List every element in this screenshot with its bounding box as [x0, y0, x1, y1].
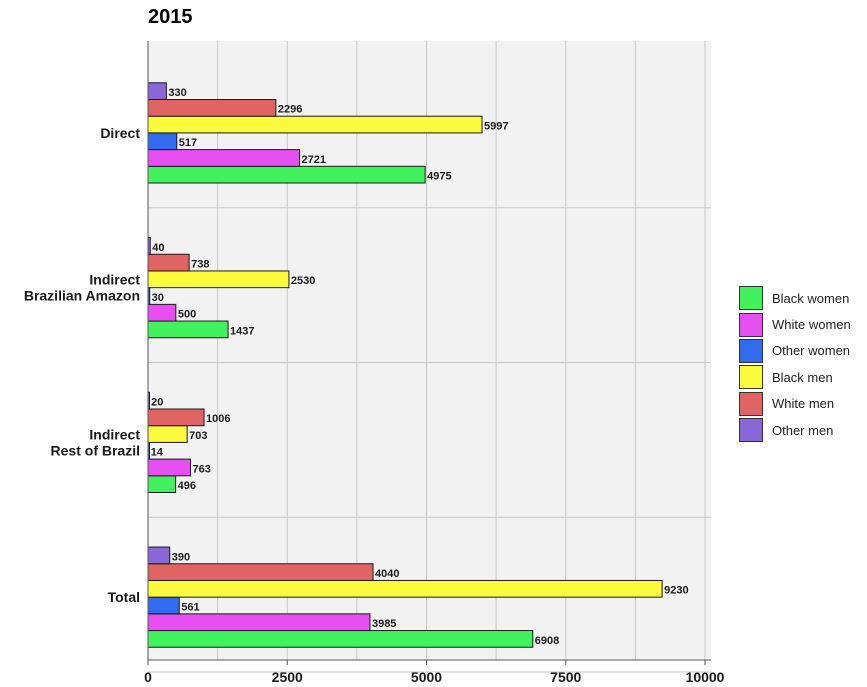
bar-value-label: 1006 — [206, 413, 230, 425]
bar — [147, 546, 171, 565]
bar-value-label: 3985 — [372, 618, 396, 630]
legend-label: Black women — [772, 290, 850, 306]
legend-swatch — [739, 312, 763, 337]
legend: Black women White women Other women Black m… — [739, 285, 851, 443]
plot-area — [148, 41, 711, 660]
legend-label: White men — [772, 396, 835, 412]
bar-value-label: 763 — [192, 463, 210, 475]
bar-value-label: 703 — [189, 430, 207, 442]
bar — [147, 408, 205, 427]
legend-swatch — [739, 338, 763, 363]
legend-item: White women — [739, 311, 851, 337]
bar-value-label: 4040 — [375, 568, 399, 580]
category-label: Indirect — [89, 426, 140, 442]
category-label: Total — [108, 589, 140, 605]
bar-value-label: 6908 — [535, 635, 559, 647]
x-tick-label: 2500 — [272, 669, 303, 685]
legend-item: Other men — [739, 417, 851, 443]
bar-value-label: 390 — [172, 551, 190, 563]
bar — [147, 475, 177, 493]
bar-value-label: 2296 — [278, 104, 302, 116]
bar — [147, 132, 178, 151]
bar-value-label: 738 — [191, 258, 209, 270]
legend-item: White men — [739, 391, 851, 417]
bar — [147, 563, 374, 581]
bar — [147, 579, 663, 598]
bar-value-label: 40 — [152, 242, 164, 254]
bar — [147, 99, 277, 117]
chart-title: 2015 — [148, 6, 193, 28]
category-label: Rest of Brazil — [51, 442, 140, 458]
legend-swatch — [739, 418, 763, 443]
legend-swatch — [739, 391, 763, 416]
legend-label: Other women — [772, 343, 851, 359]
bar-value-label: 330 — [168, 87, 186, 99]
legend-item: Black men — [739, 364, 851, 390]
legend-swatch — [739, 286, 763, 311]
bar-value-label: 1437 — [230, 325, 254, 337]
bar-value-label: 30 — [152, 292, 164, 304]
legend-swatch — [739, 365, 763, 390]
bar — [147, 596, 180, 615]
bar — [147, 458, 191, 477]
x-tick-label: 7500 — [550, 669, 581, 685]
bar — [147, 82, 167, 101]
category-label: Brazilian Amazon — [24, 288, 140, 304]
bar-value-label: 4975 — [427, 171, 451, 183]
legend-label: Black men — [772, 369, 833, 385]
bar-value-label: 9230 — [664, 585, 688, 597]
x-tick-label: 10000 — [686, 669, 725, 685]
x-tick-label: 5000 — [411, 669, 442, 685]
bar — [147, 270, 290, 289]
legend-item: Other women — [739, 338, 851, 364]
bar-value-label: 20 — [151, 397, 163, 409]
bar — [147, 165, 426, 184]
x-tick-label: 0 — [144, 669, 152, 685]
bar — [147, 303, 177, 322]
legend-label: Other men — [772, 422, 834, 438]
bar-value-label: 5997 — [484, 120, 508, 132]
bar — [147, 630, 534, 648]
bar-value-label: 2530 — [291, 275, 315, 287]
bar — [147, 115, 483, 134]
bar-value-label: 14 — [151, 447, 164, 459]
category-label: Direct — [100, 125, 140, 141]
legend-item: Black women — [739, 285, 851, 311]
bar — [147, 320, 229, 339]
bars: 4975 2721 517 5997 2296 330 1437 500 30 2530 738 40… — [147, 82, 689, 648]
bar — [147, 613, 371, 632]
bar-value-label: 517 — [179, 137, 197, 149]
grid-lines — [148, 41, 711, 673]
bar-value-label: 500 — [178, 309, 196, 321]
bar — [147, 253, 190, 272]
bar-value-label: 496 — [178, 480, 196, 492]
bar-value-label: 561 — [181, 601, 199, 613]
category-label: Indirect — [89, 272, 140, 288]
bar — [147, 425, 188, 443]
bar — [147, 149, 301, 167]
legend-label: White women — [772, 317, 851, 333]
bar-value-label: 2721 — [302, 154, 326, 166]
